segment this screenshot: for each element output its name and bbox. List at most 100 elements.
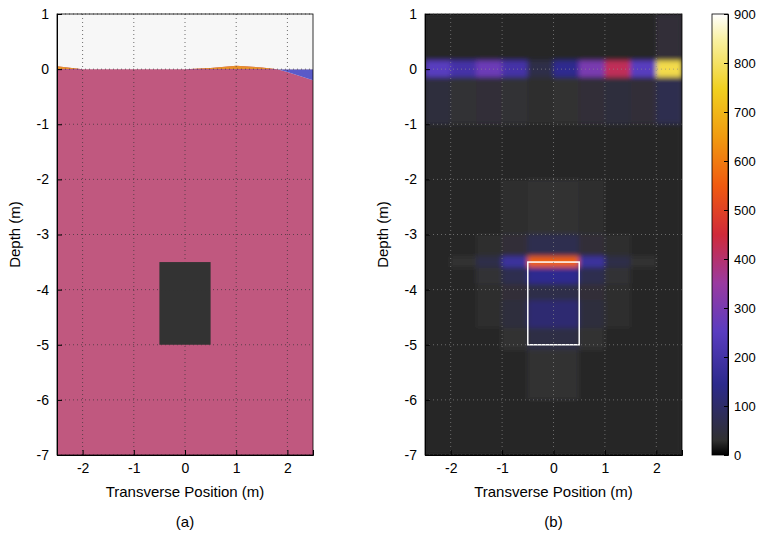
y-tick: -5 xyxy=(37,337,62,353)
y-tick-label: -3 xyxy=(37,226,50,242)
x-tick: -2 xyxy=(77,450,90,476)
x-tick-label: -1 xyxy=(496,460,509,476)
x-tick: -1 xyxy=(128,450,141,476)
cell xyxy=(476,350,502,400)
colorbar xyxy=(712,14,728,455)
x-tick-label: 1 xyxy=(602,460,610,476)
colorbar-tick-label: 200 xyxy=(734,350,756,365)
cell xyxy=(656,350,682,400)
cell xyxy=(425,400,451,455)
cell xyxy=(502,300,528,328)
cell xyxy=(476,328,502,351)
cell xyxy=(553,124,579,180)
y-tick: -7 xyxy=(37,447,62,463)
x-axis-title: Transverse Position (m) xyxy=(106,483,265,500)
grid-line-y xyxy=(425,289,682,290)
background xyxy=(57,14,313,455)
y-tick-mark xyxy=(57,400,62,401)
cell xyxy=(656,256,682,268)
cell xyxy=(656,234,682,257)
cell xyxy=(605,284,631,301)
cell xyxy=(630,124,656,180)
x-tick: 1 xyxy=(233,450,241,476)
cell xyxy=(450,267,476,284)
colorbar-tick-mark xyxy=(724,14,728,15)
cell xyxy=(630,14,656,61)
cell xyxy=(425,77,451,124)
cell xyxy=(528,284,554,301)
cell xyxy=(605,328,631,351)
cell xyxy=(425,300,451,328)
cell xyxy=(656,267,682,284)
y-tick-label: -2 xyxy=(405,171,418,187)
y-tick-mark xyxy=(57,179,62,180)
y-tick-mark xyxy=(57,69,62,70)
cell xyxy=(425,179,451,235)
cell xyxy=(425,284,451,301)
cell xyxy=(528,77,554,124)
y-tick-mark xyxy=(425,400,430,401)
cell xyxy=(579,400,605,455)
y-tick: -6 xyxy=(37,392,62,408)
colorbar-tick-mark xyxy=(724,455,728,456)
x-axis-title: Transverse Position (m) xyxy=(474,483,633,500)
grid-line-y xyxy=(57,124,313,125)
cell xyxy=(425,234,451,257)
x-tick: 0 xyxy=(182,450,190,476)
cell xyxy=(553,77,579,124)
cell xyxy=(502,179,528,235)
x-axis: -2-1012 xyxy=(58,450,314,476)
cell xyxy=(502,267,528,284)
y-tick: -5 xyxy=(405,337,430,353)
cell xyxy=(425,14,451,61)
y-tick-mark xyxy=(57,124,62,125)
colorbar-tick: 0 xyxy=(724,448,741,463)
cell xyxy=(579,256,605,268)
cell xyxy=(528,124,554,180)
cell xyxy=(630,400,656,455)
colorbar-tick-label: 0 xyxy=(734,448,741,463)
grid-line-y xyxy=(57,399,313,400)
panel: 0100200300400500600700800900-2-1012-7-6-… xyxy=(374,6,756,530)
x-tick-mark xyxy=(554,450,555,455)
cell xyxy=(605,14,631,61)
cell xyxy=(579,350,605,400)
cell xyxy=(476,400,502,455)
x-tick-label: 1 xyxy=(233,460,241,476)
colorbar-tick-mark xyxy=(724,63,728,64)
y-axis-line xyxy=(426,15,431,456)
y-tick-label: 1 xyxy=(409,6,417,22)
y-tick-label: -5 xyxy=(37,337,50,353)
cell xyxy=(502,284,528,301)
cell xyxy=(630,179,656,235)
cell xyxy=(605,400,631,455)
colorbar-tick-label: 800 xyxy=(734,56,756,71)
cells xyxy=(425,14,682,455)
background xyxy=(425,14,682,455)
cell xyxy=(553,14,579,61)
cell xyxy=(425,267,451,284)
cell xyxy=(605,77,631,124)
cell xyxy=(450,350,476,400)
colorbar-tick-mark xyxy=(724,259,728,260)
colorbar-tick-mark xyxy=(724,406,728,407)
cell xyxy=(476,300,502,328)
grid-line-y xyxy=(57,69,313,70)
cell xyxy=(476,14,502,61)
grid-line-y xyxy=(57,234,313,235)
colorbar-tick: 100 xyxy=(724,399,756,414)
cell xyxy=(605,267,631,284)
y-tick: -3 xyxy=(37,226,62,242)
colorbar-tick-label: 900 xyxy=(734,7,756,22)
grid-line-x xyxy=(236,14,237,455)
x-tick: 0 xyxy=(550,450,558,476)
y-tick: -4 xyxy=(37,282,62,298)
grid-line-x xyxy=(656,14,657,455)
colorbar-tick-mark xyxy=(724,161,728,162)
y-tick: -7 xyxy=(405,447,430,463)
cell xyxy=(425,124,451,180)
cell xyxy=(450,328,476,351)
cell xyxy=(630,328,656,351)
cell xyxy=(579,284,605,301)
cell xyxy=(630,61,656,78)
